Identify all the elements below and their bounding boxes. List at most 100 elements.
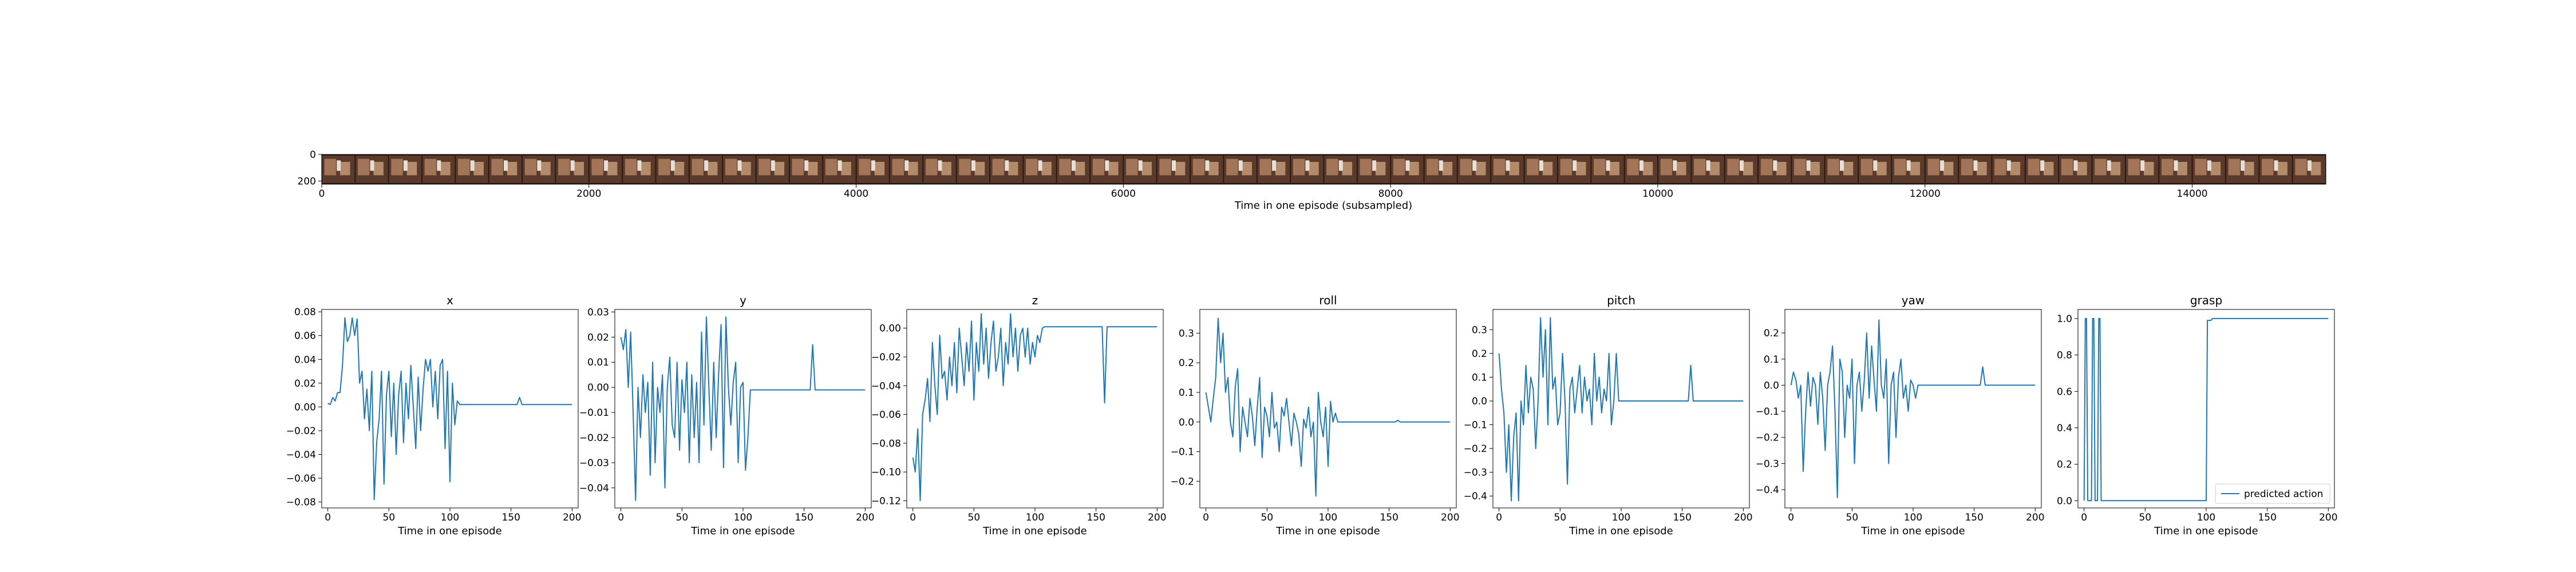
frame-table xyxy=(725,158,737,176)
frame-gripper xyxy=(1405,160,1410,171)
x-tick-label: 150 xyxy=(501,512,520,523)
frame-object xyxy=(1609,162,1619,176)
y-tick-label: 0.2 xyxy=(1179,357,1194,369)
frame-gripper xyxy=(1372,160,1377,171)
x-axis-label: Time in one episode xyxy=(1860,525,1965,537)
frame-gripper xyxy=(1138,160,1143,171)
chart-title: z xyxy=(1032,293,1038,307)
x-tick-label: 50 xyxy=(1846,512,1859,523)
filmstrip-x-tick-label: 8000 xyxy=(1378,188,1403,200)
plot-area xyxy=(1785,309,2041,508)
frame-object xyxy=(1342,162,1353,176)
y-tick-label: 0.02 xyxy=(294,378,316,390)
frame-table xyxy=(1393,158,1405,176)
frame-gripper xyxy=(2006,160,2011,171)
legend-box xyxy=(2215,483,2330,504)
chart-title: y xyxy=(740,293,746,307)
y-tick-label: −0.02 xyxy=(871,352,901,363)
frame-object xyxy=(340,162,350,176)
x-axis-label: Time in one episode xyxy=(397,525,502,537)
x-tick-label: 50 xyxy=(676,512,689,523)
x-tick-label: 50 xyxy=(1261,512,1274,523)
x-tick-label: 200 xyxy=(1148,512,1166,523)
x-tick-label: 50 xyxy=(383,512,396,523)
x-tick-label: 0 xyxy=(618,512,624,523)
y-tick-label: −0.04 xyxy=(579,483,609,494)
y-tick-label: 0.0 xyxy=(1472,396,1487,407)
y-tick-label: −0.4 xyxy=(1464,491,1487,502)
chart-y: y 0 50 100 150 200 −0.04 −0.03 −0.02 −0.01 0.00 0.0… xyxy=(579,293,875,537)
series-line-grasp xyxy=(2083,317,2329,502)
x-tick-label: 0 xyxy=(2081,512,2087,523)
frame-object xyxy=(774,162,785,176)
frame-gripper xyxy=(737,160,742,171)
frame-table xyxy=(1860,158,1873,176)
frame-table xyxy=(1927,158,1939,176)
frame-object xyxy=(941,162,951,176)
frame-gripper xyxy=(504,160,508,171)
frame-gripper xyxy=(1906,160,1911,171)
frame-object xyxy=(2310,162,2321,176)
filmstrip-x-tick-label: 12000 xyxy=(1910,188,1941,200)
frame-table xyxy=(324,158,337,176)
frame-object xyxy=(1309,162,1319,176)
y-tick-label: 0.6 xyxy=(2057,386,2072,398)
frame-gripper xyxy=(1673,160,1677,171)
frame-object xyxy=(406,162,417,176)
frame-gripper xyxy=(938,160,942,171)
frame-gripper xyxy=(1038,160,1042,171)
frame-gripper xyxy=(537,160,542,171)
filmstrip-x-tick-label: 14000 xyxy=(2177,188,2208,200)
y-tick-label: 0.1 xyxy=(1764,354,1779,366)
frame-table xyxy=(2295,158,2307,176)
frame-table xyxy=(524,158,537,176)
frame-object xyxy=(1242,162,1253,176)
frame-object xyxy=(1509,162,1519,176)
frame-object xyxy=(2177,162,2187,176)
y-tick-label: 0.03 xyxy=(587,307,609,318)
frame-gripper xyxy=(2174,160,2178,171)
chart-yaw: yaw 0 50 100 150 200 −0.4 −0.3 −0.2 −0.1 0.0 0.1 0.2… xyxy=(1756,293,2045,537)
series-line-yaw xyxy=(1790,319,2036,498)
filmstrip-x-axis-label: Time in one episode (subsampled) xyxy=(1234,200,1412,212)
frame-gripper xyxy=(871,160,875,171)
x-tick-label: 0 xyxy=(1788,512,1794,523)
y-tick-label: 0.2 xyxy=(2057,459,2072,471)
frame-object xyxy=(674,162,685,176)
chart-title: roll xyxy=(1319,293,1337,307)
frame-gripper xyxy=(804,160,809,171)
frame-table xyxy=(558,158,570,176)
frame-table xyxy=(1126,158,1138,176)
x-tick-label: 50 xyxy=(2139,512,2152,523)
frame-object xyxy=(373,162,384,176)
frame-object xyxy=(1008,162,1018,176)
frame-table xyxy=(2028,158,2040,176)
frame-gripper xyxy=(1806,160,1811,171)
frame-gripper xyxy=(1439,160,1443,171)
frame-table xyxy=(2161,158,2174,176)
x-tick-label: 150 xyxy=(1086,512,1105,523)
filmstrip-y-tick-label: 0 xyxy=(310,149,316,161)
y-tick-label: −0.06 xyxy=(871,410,901,421)
chart-pitch: pitch 0 50 100 150 200 −0.4 −0.3 −0.2 −0.1 0.0 0.1 0… xyxy=(1464,293,1753,537)
y-tick-label: 0.04 xyxy=(294,354,316,366)
x-tick-label: 50 xyxy=(1554,512,1567,523)
frame-object xyxy=(1041,162,1052,176)
frame-gripper xyxy=(403,160,408,171)
frame-table xyxy=(1192,158,1205,176)
x-axis-label: Time in one episode xyxy=(690,525,795,537)
frame-table xyxy=(1593,158,1606,176)
frame-object xyxy=(1175,162,1186,176)
y-tick-label: 0.02 xyxy=(587,332,609,343)
y-tick-label: 0.06 xyxy=(294,331,316,342)
y-tick-label: −0.02 xyxy=(579,432,609,444)
frame-object xyxy=(1108,162,1119,176)
series-line-roll xyxy=(1205,317,1451,497)
frame-gripper xyxy=(570,160,575,171)
y-tick-label: −0.01 xyxy=(579,407,609,419)
frame-object xyxy=(1743,162,1753,176)
frame-table xyxy=(792,158,804,176)
x-axis-label: Time in one episode xyxy=(982,525,1087,537)
frame-gripper xyxy=(1539,160,1543,171)
x-tick-label: 100 xyxy=(2197,512,2215,523)
